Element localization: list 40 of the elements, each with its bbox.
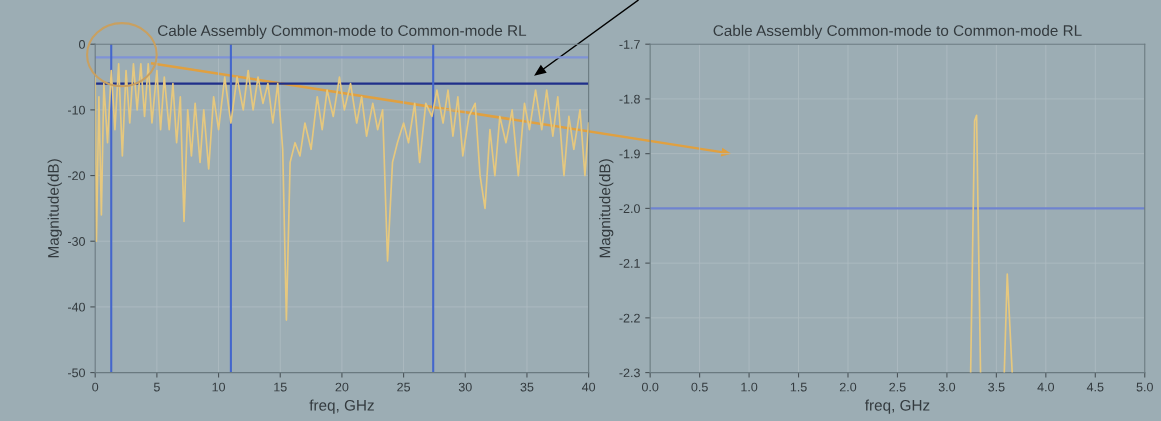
chart-title: Cable Assembly Common-mode to Common-mode RL: [713, 24, 1082, 40]
x-tick-label: 2.5: [889, 382, 906, 392]
y-tick-label: -2.1: [619, 258, 640, 268]
y-tick-label: -30: [67, 237, 85, 246]
x-axis-title: freq, GHz: [309, 399, 374, 414]
x-tick-label: 3.0: [938, 382, 956, 392]
y-tick-label: -50: [67, 368, 85, 378]
x-tick-label: 10: [212, 382, 226, 392]
y-tick-label: -2.3: [619, 368, 640, 378]
x-tick-label: 15: [274, 382, 287, 392]
y-tick-label: -1.8: [619, 94, 640, 104]
x-tick-label: 5.0: [1136, 382, 1153, 392]
line-series: [95, 63, 589, 321]
y-tick-label: -1.7: [619, 40, 640, 49]
y-tick-label: -40: [67, 302, 85, 312]
x-tick-label: 0.5: [691, 382, 708, 392]
y-tick-label: -2.2: [619, 313, 640, 323]
y-tick-label: -10: [67, 105, 85, 115]
x-tick-label: 20: [335, 382, 349, 392]
x-tick-label: 0.0: [641, 382, 659, 392]
x-tick-label: 35: [520, 382, 534, 392]
x-tick-label: 0: [92, 382, 99, 392]
x-tick-label: 4.5: [1086, 382, 1104, 392]
x-tick-label: 3.5: [988, 382, 1005, 392]
y-tick-label: -20: [67, 171, 85, 181]
x-tick-label: 5: [153, 382, 160, 392]
x-tick-label: 25: [397, 382, 411, 392]
y-axis-title: Magnitude(dB): [47, 159, 62, 258]
x-tick-label: 2.0: [839, 382, 857, 392]
x-tick-label: 1.0: [741, 382, 758, 392]
x-tick-label: 4.0: [1037, 382, 1055, 392]
y-axis-title: Magnitude(dB): [599, 159, 614, 258]
y-tick-label: 0: [79, 40, 85, 49]
chart-title: Cable Assembly Common-mode to Common-mode RL: [158, 24, 527, 40]
x-tick-label: 1.5: [790, 382, 807, 392]
y-tick-label: -2.0: [619, 204, 640, 214]
x-tick-label: 40: [581, 382, 596, 392]
x-axis-title: freq, GHz: [864, 399, 930, 414]
x-tick-label: 30: [458, 382, 472, 392]
y-tick-label: -1.9: [619, 149, 640, 159]
